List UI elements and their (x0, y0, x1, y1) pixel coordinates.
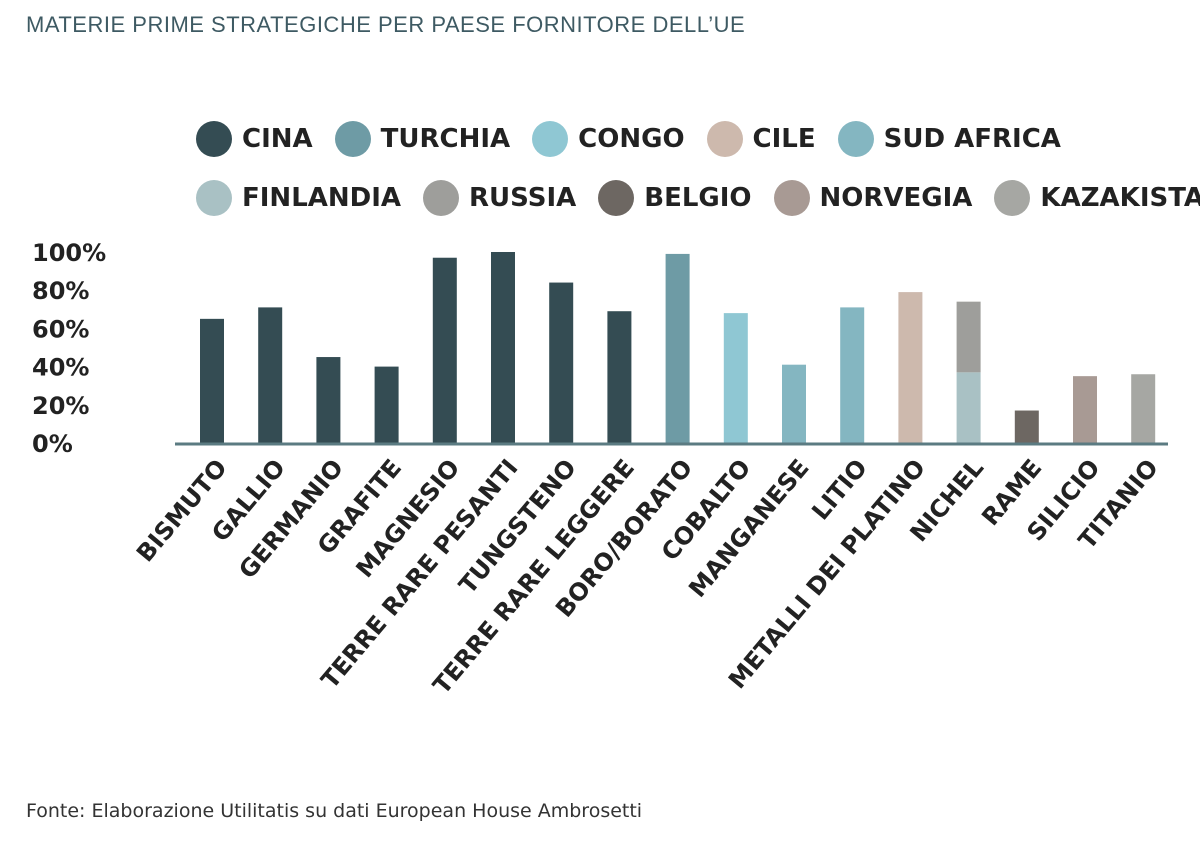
legend-item: SUD AFRICA (837, 121, 1061, 157)
legend-label: CILE (752, 124, 816, 154)
legend-swatch (334, 121, 371, 157)
legend-swatch (598, 180, 635, 216)
legend-item: RUSSIA (423, 180, 576, 216)
legend-swatch (196, 121, 232, 157)
y-tick-label: 100% (32, 239, 106, 267)
legend-swatch (706, 121, 743, 157)
legend-swatch (196, 180, 232, 216)
bar (956, 301, 981, 373)
legend-row-1: CINA TURCHIA CONGO CILE SUD AFRICA (196, 121, 1083, 157)
bar (258, 307, 283, 443)
legend-row-2: FINLANDIA RUSSIA BELGIO NORVEGIA KAZAKISTAN (196, 180, 1200, 216)
bar (200, 318, 224, 443)
legend-item: FINLANDIA (196, 180, 401, 216)
legend-swatch (837, 121, 874, 157)
bar (956, 372, 981, 443)
legend-label: SUD AFRICA (883, 124, 1061, 154)
legend-item: KAZAKISTAN (994, 180, 1200, 216)
bar (607, 311, 632, 443)
y-tick-label: 80% (32, 277, 89, 305)
bar (782, 364, 806, 443)
bar (549, 282, 574, 443)
legend-label: FINLANDIA (242, 183, 402, 213)
y-tick-label: 20% (32, 392, 89, 420)
bar (898, 292, 923, 443)
legend-item: TURCHIA (334, 121, 511, 157)
legend-label: NORVEGIA (819, 183, 973, 213)
legend-label: TURCHIA (380, 124, 511, 154)
x-tick-label: BISMUTO (131, 454, 233, 567)
bar (723, 313, 748, 443)
legend-item: CILE (706, 121, 816, 157)
bar (374, 366, 399, 443)
legend-swatch (532, 121, 569, 157)
source-note: Fonte: Elaborazione Utilitatis su dati E… (26, 800, 643, 822)
legend-label: BELGIO (644, 183, 752, 213)
legend-swatch (773, 180, 810, 216)
bar (665, 253, 690, 443)
legend-swatch (994, 180, 1031, 216)
legend-label: KAZAKISTAN (1040, 183, 1200, 213)
y-tick-label: 0% (32, 430, 73, 458)
bar (491, 252, 515, 443)
legend-item: NORVEGIA (773, 180, 973, 216)
y-tick-label: 60% (32, 315, 89, 343)
legend-item: CINA (196, 121, 313, 157)
bar (840, 307, 865, 443)
legend-item: BELGIO (598, 180, 752, 216)
legend-label: RUSSIA (469, 183, 577, 213)
bar (432, 257, 457, 443)
bar (1073, 376, 1097, 443)
legend-label: CONGO (578, 124, 685, 154)
legend-item: CONGO (532, 121, 685, 157)
chart-title: MATERIE PRIME STRATEGICHE PER PAESE FORN… (26, 12, 746, 37)
legend-label: CINA (242, 124, 313, 154)
legend-swatch (423, 180, 460, 216)
bar (316, 357, 341, 443)
bar (1131, 374, 1156, 443)
y-tick-label: 40% (32, 354, 89, 382)
bar (1014, 410, 1039, 443)
